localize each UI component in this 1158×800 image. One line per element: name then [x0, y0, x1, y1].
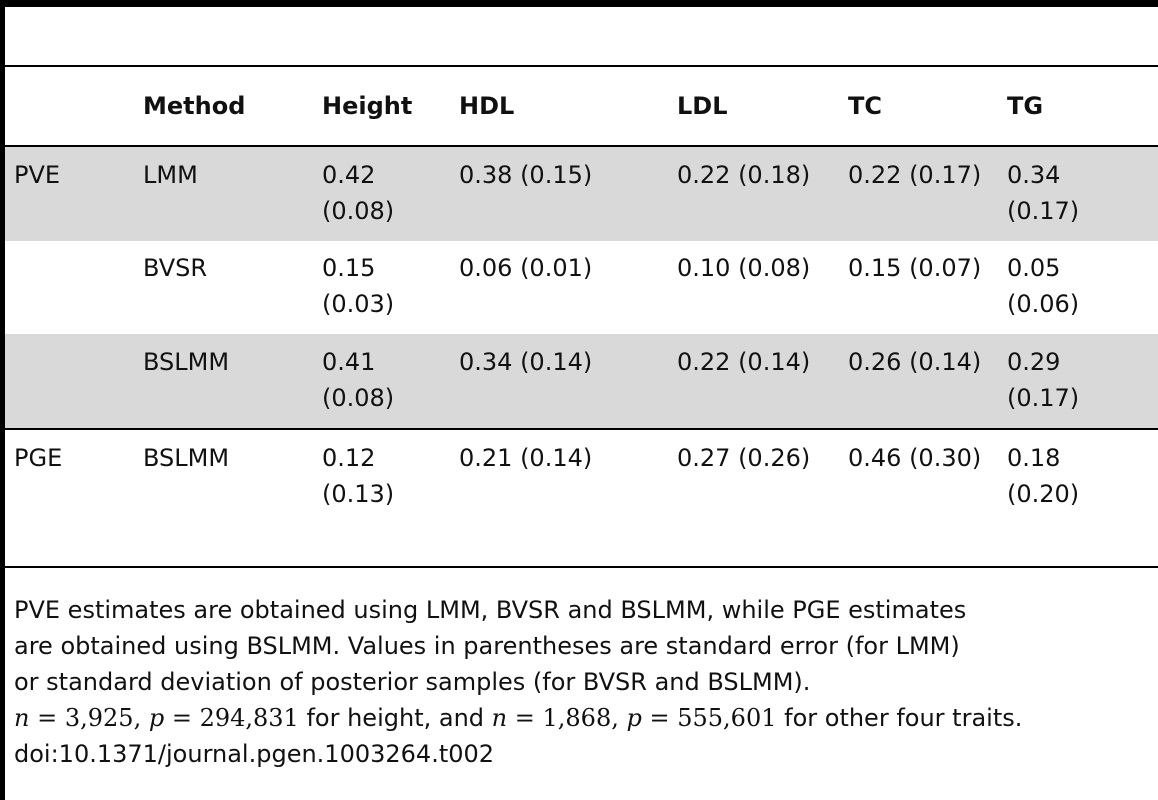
- footnote-line: are obtained using BSLMM. Values in pare…: [14, 632, 960, 660]
- cell-tc: 0.26 (0.14): [848, 348, 982, 376]
- cell-hdl: 0.38 (0.15): [459, 161, 593, 189]
- cell-tg: 0.34 (0.17): [1007, 161, 1080, 225]
- header-tc: TC: [848, 92, 882, 120]
- row-bg-pve-lmm: [5, 147, 1158, 241]
- table-bottom-rule: [5, 566, 1158, 568]
- cell-ldl: 0.10 (0.08): [677, 254, 811, 282]
- cell-tc: 0.15 (0.07): [848, 254, 982, 282]
- cell-ldl: 0.22 (0.18): [677, 161, 811, 189]
- cell-hdl: 0.21 (0.14): [459, 444, 593, 472]
- cell-tc: 0.22 (0.17): [848, 161, 982, 189]
- cell-tg: 0.18 (0.20): [1007, 444, 1080, 508]
- header-ldl: LDL: [677, 92, 728, 120]
- cell-height: 0.12 (0.13): [322, 444, 395, 508]
- cell-ldl: 0.27 (0.26): [677, 444, 811, 472]
- row-method: BSLMM: [143, 444, 230, 472]
- header-height: Height: [322, 92, 413, 120]
- row-label: PVE: [14, 161, 61, 189]
- cell-height: 0.41 (0.08): [322, 348, 395, 412]
- row-method: BVSR: [143, 254, 208, 282]
- cell-tg: 0.05 (0.06): [1007, 254, 1080, 318]
- doi-link[interactable]: doi:10.1371/journal.pgen.1003264.t002: [14, 740, 495, 768]
- header-top-rule: [5, 65, 1158, 67]
- cell-hdl: 0.34 (0.14): [459, 348, 593, 376]
- header-bottom-rule: [5, 145, 1158, 147]
- header-tg: TG: [1007, 92, 1044, 120]
- cell-height: 0.42 (0.08): [322, 161, 395, 225]
- cell-ldl: 0.22 (0.14): [677, 348, 811, 376]
- row-label: PGE: [14, 444, 63, 472]
- table-footnote: PVE estimates are obtained using LMM, BV…: [14, 592, 1154, 772]
- top-rule: [0, 0, 1158, 7]
- header-hdl: HDL: [459, 92, 515, 120]
- section-rule: [5, 428, 1158, 430]
- cell-hdl: 0.06 (0.01): [459, 254, 593, 282]
- header-method: Method: [143, 92, 246, 120]
- cell-tg: 0.29 (0.17): [1007, 348, 1080, 412]
- footnote-sample-sizes: n = 3,925, p = 294,831 for height, and n…: [14, 704, 1023, 732]
- left-border: [0, 0, 5, 800]
- footnote-line: or standard deviation of posterior sampl…: [14, 668, 811, 696]
- cell-height: 0.15 (0.03): [322, 254, 395, 318]
- row-method: BSLMM: [143, 348, 230, 376]
- row-method: LMM: [143, 161, 198, 189]
- footnote-line: PVE estimates are obtained using LMM, BV…: [14, 596, 967, 624]
- row-bg-bslmm: [5, 334, 1158, 428]
- cell-tc: 0.46 (0.30): [848, 444, 982, 472]
